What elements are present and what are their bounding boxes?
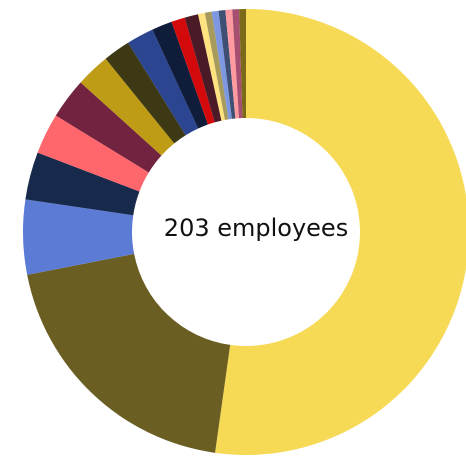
donut-slice-8[interactable] [105,42,186,144]
donut-slice-1[interactable] [215,9,466,455]
donut-slice-11[interactable] [171,17,215,125]
donut-slice-3[interactable] [22,199,135,275]
center-label: 203 employees [164,214,348,242]
donut-slice-17[interactable] [225,9,239,119]
donut-slice-10[interactable] [152,21,208,129]
donut-slices [22,9,466,455]
donut-slice-9[interactable] [128,29,199,136]
donut-slice-5[interactable] [37,115,149,192]
donut-slice-13[interactable] [198,12,225,121]
donut-slice-14[interactable] [204,11,229,120]
donut-slice-19[interactable] [239,9,246,119]
donut-slice-16[interactable] [218,9,236,119]
donut-slice-12[interactable] [184,14,222,123]
donut-slice-15[interactable] [211,10,232,120]
donut-slice-18[interactable] [232,9,243,119]
donut-slice-2[interactable] [27,253,231,453]
donut-slice-7[interactable] [80,58,175,156]
donut-slice-4[interactable] [25,152,140,216]
donut-slice-6[interactable] [55,82,162,173]
